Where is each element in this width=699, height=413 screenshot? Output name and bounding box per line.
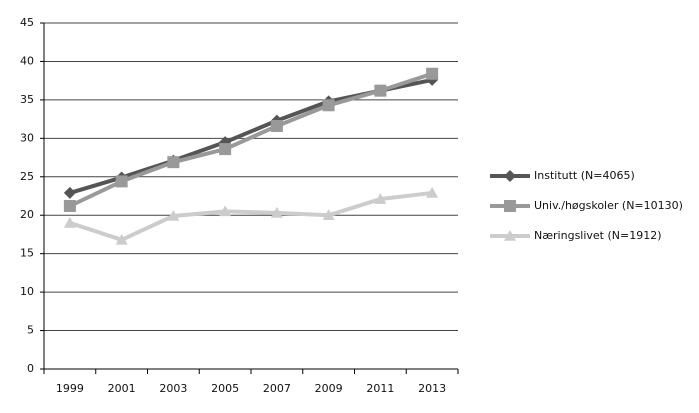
x-tick-label: 2009: [315, 382, 343, 395]
y-tick-label: 5: [27, 324, 34, 337]
marker: [63, 216, 76, 228]
marker: [504, 170, 516, 182]
x-tick-label: 1999: [56, 382, 84, 395]
y-tick-label: 10: [20, 285, 34, 298]
y-tick-label: 0: [27, 362, 34, 375]
marker: [426, 186, 439, 198]
x-tick-label: 2005: [211, 382, 239, 395]
y-tick-label: 15: [20, 247, 34, 260]
y-tick-label: 40: [20, 54, 34, 67]
marker: [219, 205, 232, 217]
y-tick-label: 25: [20, 170, 34, 183]
series-line: [69, 190, 433, 242]
marker: [63, 199, 76, 212]
marker: [167, 156, 180, 169]
x-tick-label: 2001: [108, 382, 136, 395]
x-tick-label: 2011: [366, 382, 394, 395]
y-tick-label: 20: [20, 208, 34, 221]
marker: [63, 186, 76, 199]
marker: [115, 233, 128, 245]
marker: [322, 99, 335, 112]
legend-label: Univ./høgskoler (N=10130): [534, 199, 683, 212]
y-tick-label: 35: [20, 93, 34, 106]
marker: [270, 206, 283, 218]
marker: [115, 175, 128, 188]
series-line: [69, 71, 433, 208]
marker: [219, 143, 232, 156]
marker: [504, 230, 516, 241]
y-tick-label: 30: [20, 131, 34, 144]
x-tick-label: 2013: [418, 382, 446, 395]
marker: [322, 209, 335, 221]
x-tick-label: 2003: [159, 382, 187, 395]
legend-label: Institutt (N=4065): [534, 169, 635, 182]
marker: [504, 200, 516, 212]
marker: [374, 193, 387, 204]
y-tick-label: 45: [20, 16, 34, 29]
marker: [167, 209, 180, 221]
marker: [426, 67, 439, 80]
marker: [374, 84, 387, 97]
marker: [270, 120, 283, 133]
x-tick-label: 2007: [263, 382, 291, 395]
legend-label: Næringslivet (N=1912): [534, 229, 662, 242]
